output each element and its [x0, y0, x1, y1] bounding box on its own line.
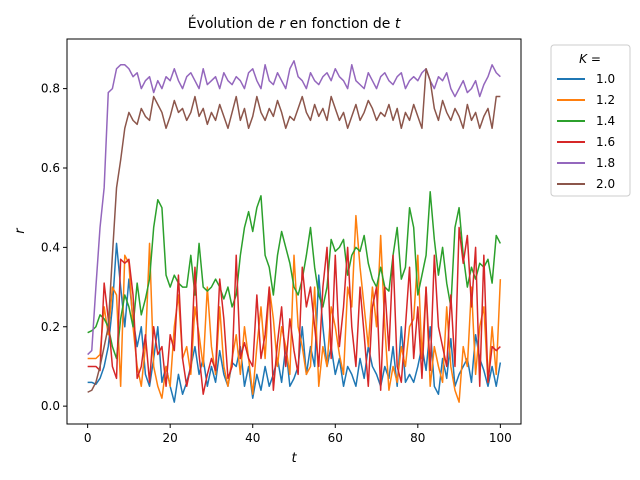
x-tick-label: 60: [328, 431, 343, 445]
legend-label: 1.2: [596, 93, 615, 107]
y-tick-label: 0.2: [41, 320, 60, 334]
legend-label: 2.0: [596, 177, 615, 191]
legend-label: 1.8: [596, 156, 615, 170]
legend-label: 1.4: [596, 114, 615, 128]
x-tick-label: 20: [163, 431, 178, 445]
x-tick-label: 0: [84, 431, 92, 445]
y-axis-ticks: 0.0 0.2 0.4 0.6 0.8: [41, 82, 67, 413]
series-line-1-6: [87, 226, 501, 395]
x-tick-label: 80: [410, 431, 425, 445]
chart-title: Évolution de r en fonction de t: [188, 15, 401, 32]
legend-box: [550, 44, 631, 197]
series-layer: [87, 60, 502, 403]
y-tick-label: 0.8: [41, 82, 60, 96]
x-tick-label: 100: [489, 431, 512, 445]
legend-items: 1.0 1.2 1.4 1.6 1.8 2.0: [557, 72, 615, 191]
x-tick-label: 40: [245, 431, 260, 445]
x-axis-ticks: 0 20 40 60 80 100: [84, 424, 512, 445]
y-axis-label: r: [13, 227, 28, 234]
legend-title: K =: [579, 52, 601, 66]
y-tick-label: 0.4: [41, 240, 60, 254]
x-axis-label: t: [291, 451, 297, 466]
y-tick-label: 0.0: [41, 399, 60, 413]
series-line-1-4: [87, 191, 502, 360]
series-line-1-8: [87, 60, 501, 356]
legend-label: 1.0: [596, 72, 615, 86]
y-tick-label: 0.6: [41, 161, 60, 175]
plot-frame: [66, 38, 522, 425]
series-line-1-2: [87, 214, 502, 403]
series-line-2-0: [87, 68, 501, 393]
legend-label: 1.6: [596, 135, 615, 149]
legend: K = 1.0 1.2 1.4 1.6 1.8 2.0: [550, 44, 631, 197]
